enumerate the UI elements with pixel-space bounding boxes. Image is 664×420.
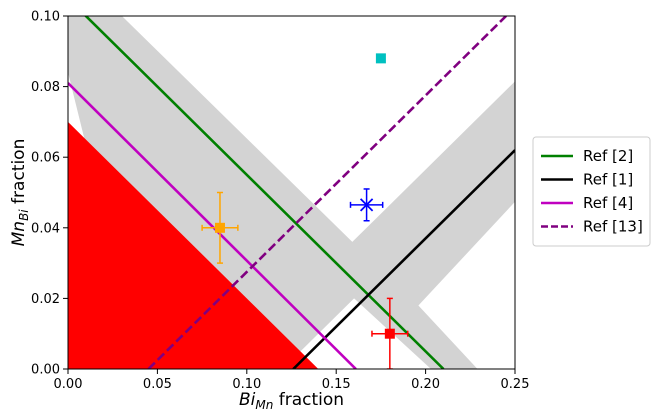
legend-label-1: Ref [2] [583, 147, 633, 165]
x-tick-label-1: 0.05 [143, 377, 172, 392]
legend-label-3: Ref [4] [583, 194, 633, 212]
series-line-3 [68, 82, 357, 369]
x-tick-label-3: 0.15 [322, 377, 351, 392]
plot-area [68, 16, 515, 369]
red-region [68, 121, 319, 369]
legend-label-4: Ref [13] [583, 218, 643, 236]
y-tick-label-4: 0.08 [31, 80, 60, 95]
plot-frame [67, 15, 516, 370]
marker-red-square [384, 328, 395, 339]
series-line-1 [84, 16, 445, 369]
x-tick-label-2: 0.10 [232, 377, 261, 392]
y-tick-label-1: 0.02 [31, 292, 60, 307]
y-tick-label-0: 0.00 [31, 363, 60, 378]
series-line-4 [147, 16, 507, 369]
x-tick-label-4: 0.20 [411, 377, 440, 392]
y-tick-label-3: 0.06 [31, 151, 60, 166]
marker-orange-square [214, 222, 225, 233]
x-axis-label: BiMn fraction [239, 390, 344, 412]
marker-cyan-square [375, 53, 386, 64]
axes: 0.00 0.05 0.10 0.15 0.20 0.25 0.00 0.02 0.04 0.06… [9, 10, 529, 413]
legend: Ref [2] Ref [1] Ref [4] Ref [13] [532, 136, 651, 247]
y-tick-label-5: 0.10 [31, 10, 60, 25]
x-tick-label-0: 0.00 [54, 377, 83, 392]
marker-blue-x-b [359, 198, 374, 212]
legend-label-2: Ref [1] [583, 171, 633, 189]
y-tick-label-2: 0.04 [31, 221, 60, 236]
y-axis-label: MnBi fraction [9, 139, 31, 247]
x-tick-label-5: 0.25 [501, 377, 530, 392]
legend-box [532, 136, 651, 247]
series-line-2 [292, 149, 515, 369]
